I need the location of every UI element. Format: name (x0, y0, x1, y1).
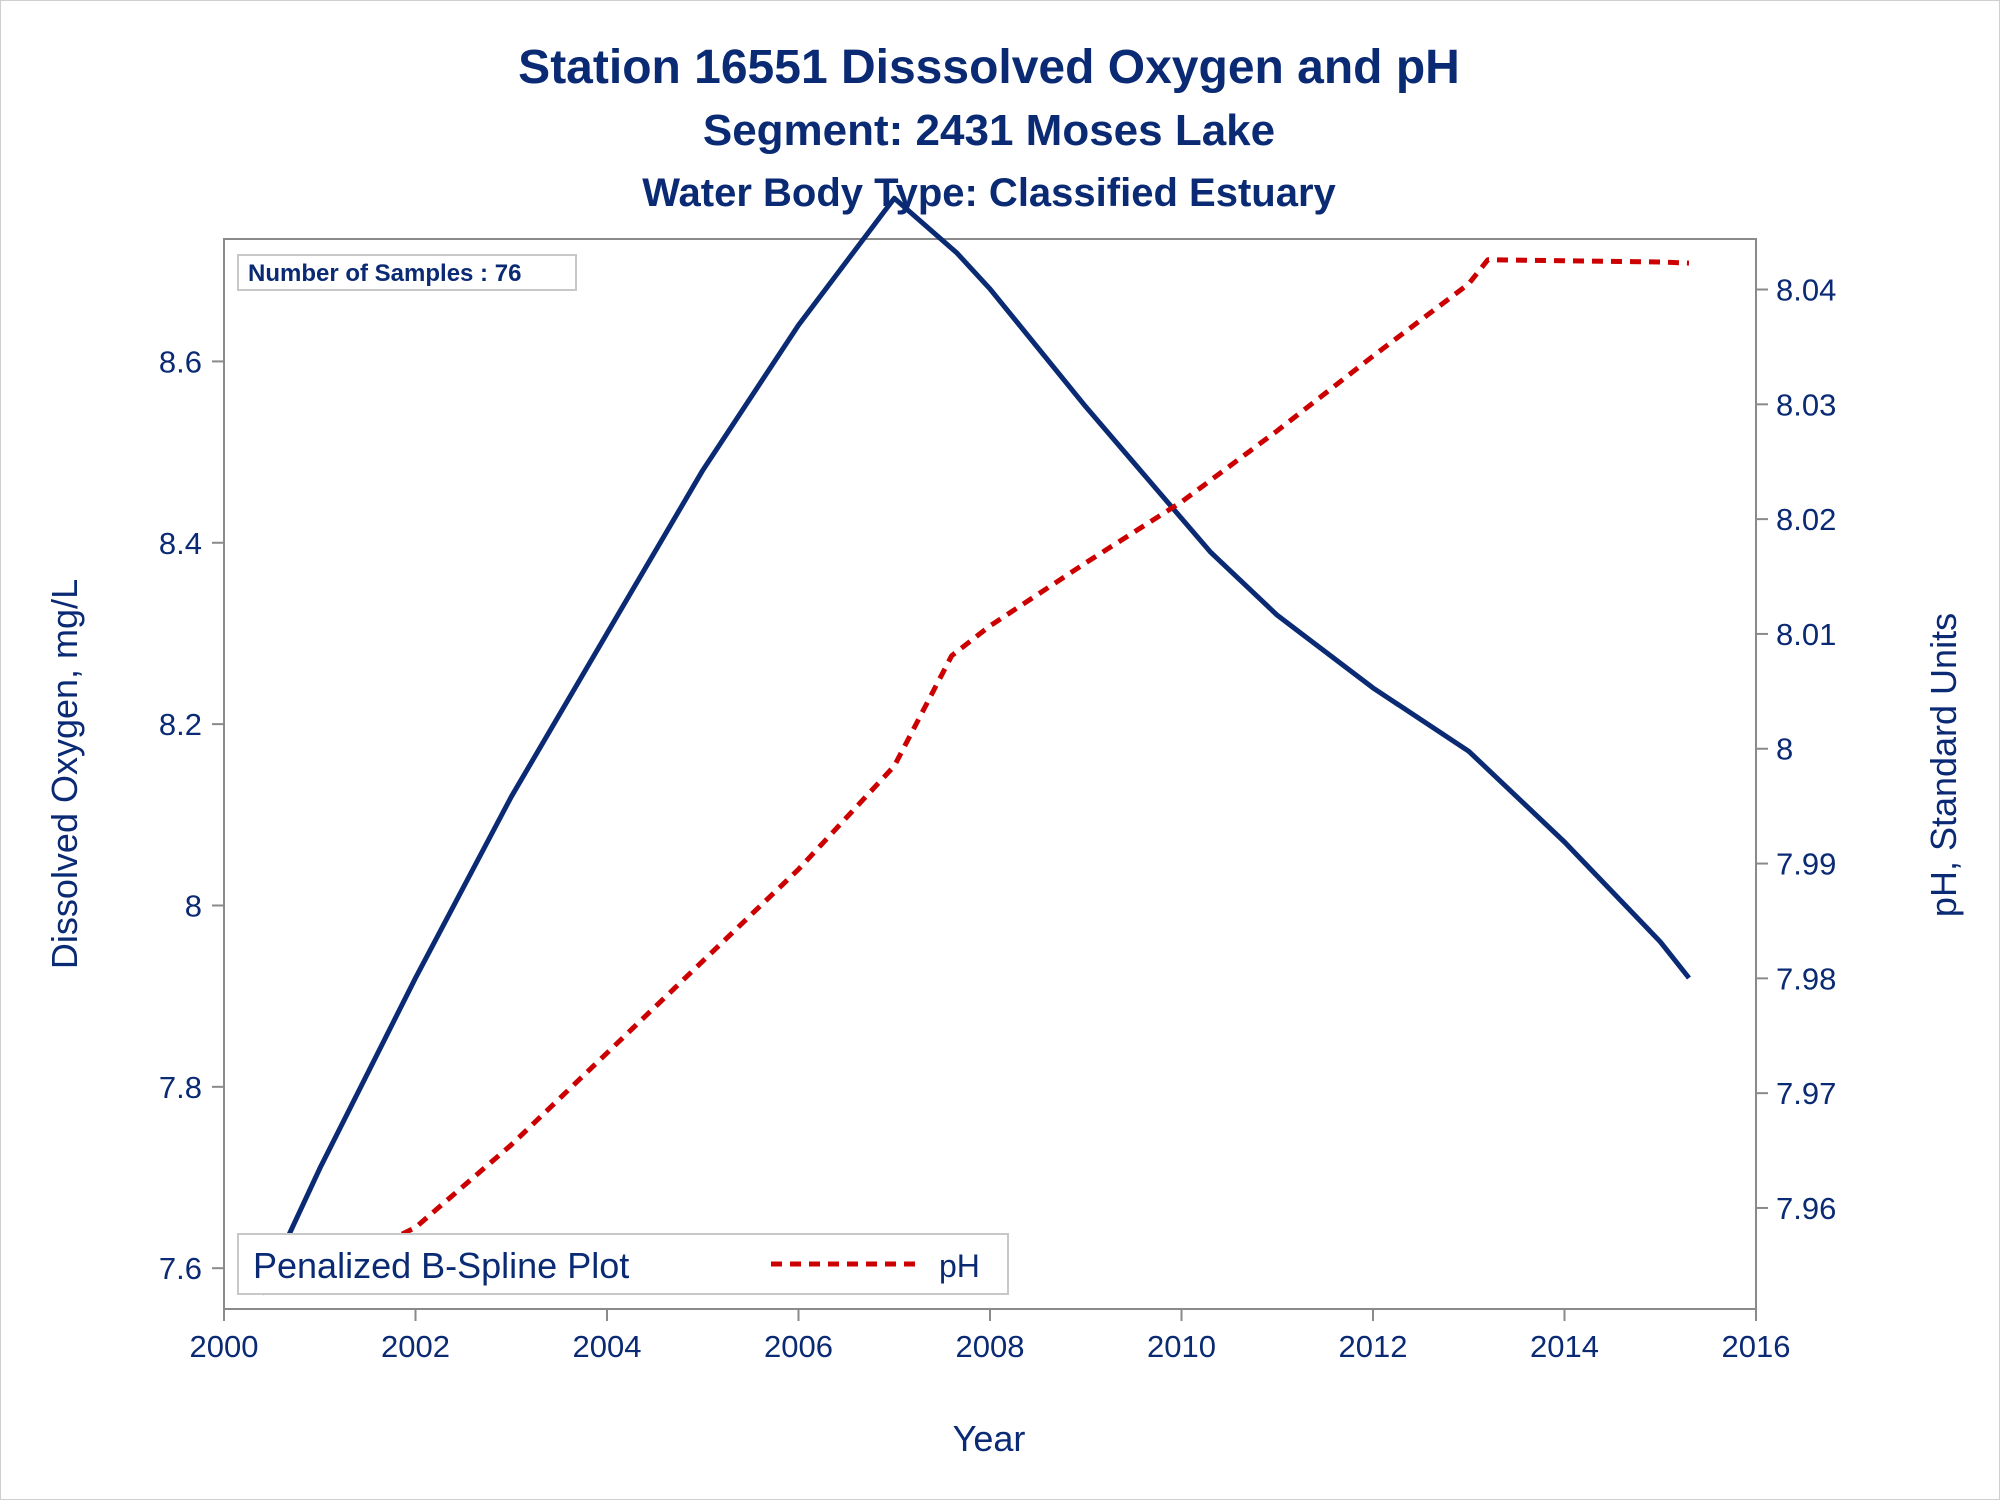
x-tick-label: 2008 (956, 1329, 1025, 1364)
sample-count-box (237, 254, 577, 291)
y2-tick-label: 8.03 (1776, 387, 1836, 422)
x-tick-label: 2006 (764, 1329, 833, 1364)
x-tick-label: 2004 (573, 1329, 642, 1364)
y-tick-label: 8.6 (159, 344, 202, 379)
y2-tick-label: 8.04 (1776, 273, 1836, 308)
x-axis-label: Year (953, 1418, 1026, 1459)
y2-axis-ticks: 7.96 7.97 7.98 7.99 8 8.01 8.02 8.03 8.04 (1756, 273, 1836, 1226)
y2-tick-label: 8.02 (1776, 502, 1836, 537)
legend-title: Penalized B-Spline Plot (253, 1245, 629, 1286)
y2-axis-label: pH, Standard Units (1923, 613, 1964, 917)
legend: Penalized B-Spline Plot pH (237, 1233, 1009, 1295)
y-tick-label: 8 (185, 888, 202, 923)
y-tick-label: 8.4 (159, 526, 202, 561)
y2-tick-label: 8 (1776, 732, 1793, 767)
x-axis-ticks: 2000 2002 2004 2006 2008 2010 2012 2014 2016 (190, 1309, 1791, 1364)
x-tick-label: 2016 (1722, 1329, 1791, 1364)
y2-tick-label: 7.98 (1776, 961, 1836, 996)
y-tick-label: 7.8 (159, 1070, 202, 1105)
y2-tick-label: 7.96 (1776, 1191, 1836, 1226)
plot-area (223, 238, 1757, 1310)
y2-tick-label: 7.97 (1776, 1076, 1836, 1111)
chart-subtitle-2: Water Body Type: Classified Estuary (642, 171, 1336, 215)
y-tick-label: 8.2 (159, 707, 202, 742)
x-tick-label: 2002 (381, 1329, 450, 1364)
y2-tick-label: 7.99 (1776, 847, 1836, 882)
chart-title: Station 16551 Disssolved Oxygen and pH (518, 41, 1460, 94)
dissolved-oxygen-series-line (264, 195, 1691, 1283)
x-tick-label: 2000 (190, 1329, 259, 1364)
ph-series-line (261, 257, 1690, 1296)
y2-tick-label: 8.01 (1776, 617, 1836, 652)
legend-entry-ph: pH (939, 1248, 980, 1284)
legend-box (237, 1233, 1009, 1295)
y-tick-label: 7.6 (159, 1251, 202, 1286)
x-tick-label: 2014 (1530, 1329, 1599, 1364)
series-layer (261, 195, 1691, 1296)
y-axis-label: Dissolved Oxygen, mg/L (44, 579, 85, 969)
x-tick-label: 2010 (1147, 1329, 1216, 1364)
chart-subtitle: Segment: 2431 Moses Lake (703, 106, 1275, 155)
y-axis-ticks: 7.6 7.8 8 8.2 8.4 8.6 (159, 344, 224, 1286)
x-tick-label: 2012 (1339, 1329, 1408, 1364)
sample-count-label: Number of Samples : 76 (248, 260, 521, 287)
